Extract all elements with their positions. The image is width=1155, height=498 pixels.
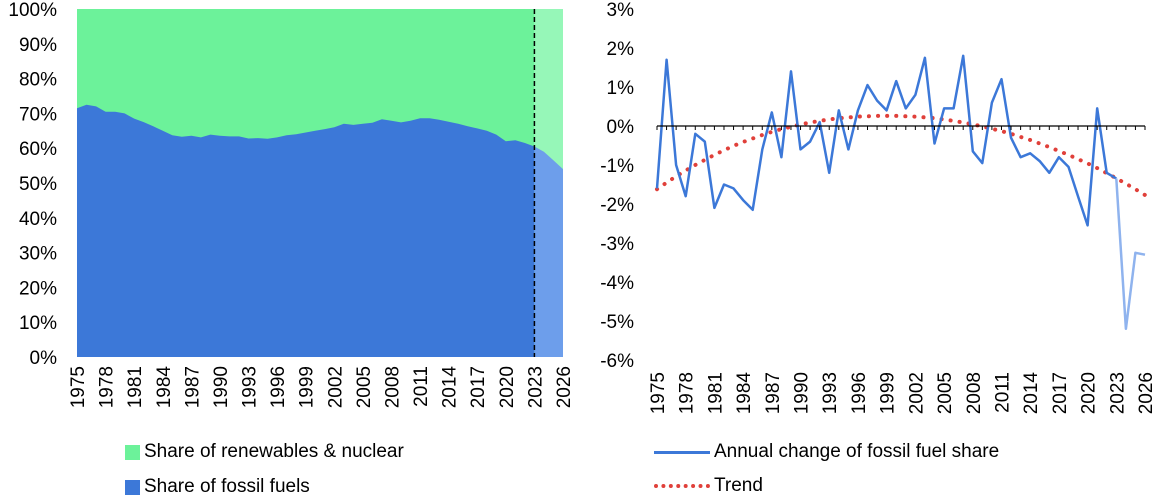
- x-tick-label: 2005: [354, 366, 375, 408]
- x-tick-label: 2023: [525, 366, 546, 408]
- y-tick-label: 0%: [607, 117, 635, 138]
- fossil-forecast-area: [534, 146, 563, 357]
- x-tick-label: 2005: [935, 372, 956, 414]
- legend-label-fossil: Share of fossil fuels: [144, 476, 310, 497]
- y-tick-label: 40%: [19, 209, 57, 230]
- y-tick-label: 90%: [19, 35, 57, 56]
- x-tick-label: 2017: [1050, 372, 1071, 414]
- x-tick-label: 2008: [964, 372, 985, 414]
- y-tick-label: -4%: [600, 273, 634, 294]
- x-tick-label: 1978: [97, 366, 118, 408]
- x-tick-label: 1990: [792, 372, 813, 414]
- x-tick-label: 2020: [1079, 372, 1100, 414]
- x-tick-label: 2008: [383, 366, 404, 408]
- y-tick-label: 70%: [19, 104, 57, 125]
- x-tick-label: 1981: [705, 372, 726, 414]
- annual-change-line-chart: 3% 2% 1% 0% -1% -2% -3% -4% -5% -6% 1975 1978 1981 19…: [600, 0, 1155, 415]
- y-tick-label: 50%: [19, 174, 57, 195]
- annual-change-forecast-line: [1115, 178, 1146, 331]
- x-tick-label: 1978: [677, 372, 698, 414]
- legend-label-renewables: Share of renewables & nuclear: [144, 441, 404, 462]
- y-tick-label: -3%: [600, 234, 634, 255]
- x-tick-label: 1993: [240, 366, 261, 408]
- y-tick-label: 1%: [607, 78, 635, 99]
- y-tick-label: 2%: [607, 39, 635, 60]
- x-tick-label: 1975: [648, 372, 669, 414]
- y-tick-label: 20%: [19, 278, 57, 299]
- x-tick-label: 1981: [125, 366, 146, 408]
- x-tick-label: 2023: [1107, 372, 1128, 414]
- legend-label-annual-change: Annual change of fossil fuel share: [714, 441, 1000, 462]
- x-tick-label: 1987: [763, 372, 784, 414]
- x-tick-label: 1999: [297, 366, 318, 408]
- legend-item-renewables: Share of renewables & nuclear: [125, 441, 404, 463]
- y-tick-label: 3%: [607, 0, 635, 21]
- x-tick-label: 2017: [468, 366, 489, 408]
- y-tick-label: 100%: [8, 0, 57, 21]
- x-tick-label: 2011: [993, 372, 1014, 413]
- x-tick-label: 1987: [182, 366, 203, 408]
- x-tick-label: 2011: [411, 366, 432, 407]
- right-legend: Annual change of fossil fuel share Trend: [654, 440, 1074, 496]
- x-tick-label: 1975: [68, 366, 89, 408]
- x-tick-label: 2002: [325, 366, 346, 408]
- trend-line-swatch: [654, 484, 710, 488]
- legend-item-trend: Trend: [654, 475, 763, 497]
- x-tick-label: 2014: [1021, 372, 1042, 415]
- x-tick-label: 1990: [211, 366, 232, 408]
- x-tick-label: 1984: [734, 372, 755, 415]
- x-tick-label: 2026: [554, 366, 575, 408]
- y-tick-label: -1%: [600, 156, 634, 177]
- annual-change-line-swatch: [654, 450, 710, 454]
- x-tick-label: 1996: [849, 372, 870, 414]
- y-tick-label: -6%: [600, 351, 634, 372]
- left-legend: Share of renewables & nuclear Share of f…: [125, 440, 525, 498]
- y-tick-label: 80%: [19, 70, 57, 91]
- x-tick-label: 2002: [906, 372, 927, 414]
- y-tick-label: -5%: [600, 312, 634, 333]
- y-tick-label: 60%: [19, 139, 57, 160]
- x-tick-label: 2026: [1136, 372, 1155, 414]
- x-tick-label: 1993: [820, 372, 841, 414]
- annual-change-line: [655, 54, 1117, 227]
- y-tick-label: 10%: [19, 313, 57, 334]
- legend-label-trend: Trend: [714, 475, 763, 496]
- y-tick-label: 0%: [30, 348, 58, 369]
- x-tick-label: 2014: [440, 366, 461, 409]
- x-tick-label: 1984: [154, 366, 175, 409]
- fossil-area: [77, 104, 535, 357]
- legend-item-annual-change: Annual change of fossil fuel share: [654, 441, 999, 463]
- x-tick-label: 1996: [268, 366, 289, 408]
- trend-line: [655, 113, 1147, 197]
- legend-item-fossil: Share of fossil fuels: [125, 476, 310, 498]
- fossil-share-area-chart: 0% 10% 20% 30% 40% 50% 60% 70% 80% 90% 100% 1975 197…: [8, 0, 575, 409]
- renewables-swatch: [125, 444, 140, 460]
- y-tick-label: 30%: [19, 244, 57, 265]
- y-tick-label: -2%: [600, 195, 634, 216]
- fossil-swatch: [125, 479, 140, 495]
- x-tick-label: 1999: [878, 372, 899, 414]
- x-tick-label: 2020: [497, 366, 518, 408]
